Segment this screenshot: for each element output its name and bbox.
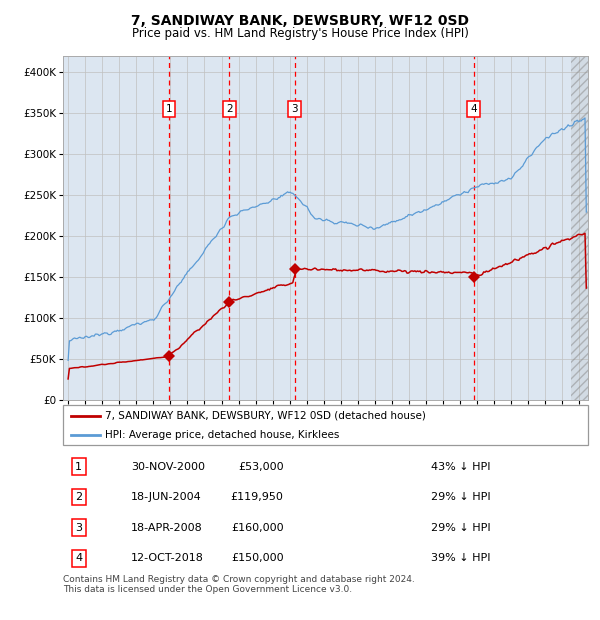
Text: £53,000: £53,000 xyxy=(238,462,284,472)
Text: 4: 4 xyxy=(75,553,82,563)
Text: 3: 3 xyxy=(75,523,82,533)
Text: 29% ↓ HPI: 29% ↓ HPI xyxy=(431,523,490,533)
Text: £119,950: £119,950 xyxy=(230,492,284,502)
Text: 2: 2 xyxy=(75,492,82,502)
Text: 39% ↓ HPI: 39% ↓ HPI xyxy=(431,553,490,563)
Bar xyxy=(571,56,588,400)
Text: £160,000: £160,000 xyxy=(231,523,284,533)
Text: HPI: Average price, detached house, Kirklees: HPI: Average price, detached house, Kirk… xyxy=(105,430,340,440)
Text: 3: 3 xyxy=(292,104,298,114)
Text: 2: 2 xyxy=(226,104,233,114)
Bar xyxy=(571,56,588,400)
Text: 1: 1 xyxy=(166,104,172,114)
Text: 1: 1 xyxy=(75,462,82,472)
Text: 29% ↓ HPI: 29% ↓ HPI xyxy=(431,492,490,502)
Text: 12-OCT-2018: 12-OCT-2018 xyxy=(131,553,204,563)
Text: 18-JUN-2004: 18-JUN-2004 xyxy=(131,492,202,502)
Text: Price paid vs. HM Land Registry's House Price Index (HPI): Price paid vs. HM Land Registry's House … xyxy=(131,27,469,40)
Text: 7, SANDIWAY BANK, DEWSBURY, WF12 0SD (detached house): 7, SANDIWAY BANK, DEWSBURY, WF12 0SD (de… xyxy=(105,410,426,421)
Text: Contains HM Land Registry data © Crown copyright and database right 2024.
This d: Contains HM Land Registry data © Crown c… xyxy=(63,575,415,594)
Text: £150,000: £150,000 xyxy=(231,553,284,563)
Text: 4: 4 xyxy=(470,104,477,114)
Text: 43% ↓ HPI: 43% ↓ HPI xyxy=(431,462,490,472)
Text: 18-APR-2008: 18-APR-2008 xyxy=(131,523,203,533)
Text: 7, SANDIWAY BANK, DEWSBURY, WF12 0SD: 7, SANDIWAY BANK, DEWSBURY, WF12 0SD xyxy=(131,14,469,28)
Text: 30-NOV-2000: 30-NOV-2000 xyxy=(131,462,205,472)
